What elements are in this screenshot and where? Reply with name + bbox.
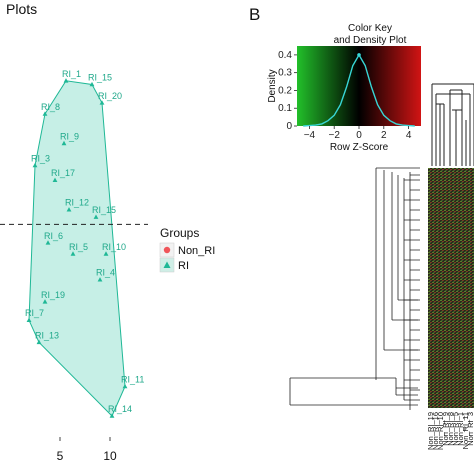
column-label-2: Non_RI_10 — [436, 412, 445, 450]
point-ri-8-3 — [42, 111, 48, 116]
legend-symbol-ri — [163, 261, 171, 268]
legend-label-non-ri: Non_RI — [178, 245, 215, 257]
point-ri-3-5 — [32, 162, 38, 168]
key-x-label: Row Z-Score — [330, 142, 389, 153]
point-label-11: RI_10 — [102, 242, 126, 252]
column-labels: Non_RI_19Non_RI_16Non_RI_10Non_RI_9Non_R… — [426, 412, 474, 450]
x-tick-label-0: 5 — [57, 449, 64, 463]
legend-label-ri: RI — [178, 260, 189, 272]
point-label-1: RI_15 — [88, 72, 112, 82]
point-label-14: RI_7 — [25, 308, 44, 318]
point-label-7: RI_12 — [65, 198, 89, 208]
point-label-4: RI_9 — [60, 131, 79, 141]
point-ri-1-0 — [63, 78, 69, 83]
key-x-tick-label-1: −2 — [328, 130, 340, 141]
point-label-17: RI_14 — [108, 404, 132, 414]
point-ri-5-10 — [70, 251, 76, 256]
column-label-8: Non_RI_3 — [466, 412, 474, 446]
column-dendrogram — [431, 83, 474, 166]
point-label-15: RI_13 — [35, 330, 59, 340]
key-x-tick-label-0: −4 — [304, 130, 316, 141]
key-x-tick-label-3: 2 — [381, 130, 387, 141]
point-ri-14-17 — [109, 413, 115, 418]
key-y-label: Density — [267, 69, 278, 102]
point-ri-6-9 — [45, 240, 51, 245]
point-label-12: RI_4 — [96, 268, 115, 278]
color-gradient — [297, 46, 421, 126]
point-ri-12-7 — [66, 207, 72, 212]
point-label-13: RI_19 — [41, 290, 65, 300]
point-ri-15-1 — [89, 81, 95, 87]
key-y-tick-label-1: 0.1 — [278, 103, 292, 114]
point-ri-4-12 — [97, 277, 103, 282]
point-ri-13-15 — [36, 339, 42, 345]
column-label-6: Non_RI_1 — [456, 412, 465, 446]
point-label-5: RI_3 — [31, 153, 50, 163]
point-ri-11-16 — [122, 383, 128, 389]
point-label-9: RI_6 — [44, 231, 63, 241]
key-y-ticks: 0 0.1 0.2 0.3 0.4 — [278, 50, 297, 132]
key-y-tick-label-3: 0.3 — [278, 68, 292, 79]
x-axis-ticks: 5 10 — [57, 437, 117, 463]
point-label-2: RI_20 — [98, 91, 122, 101]
point-ri-19-13 — [42, 299, 48, 304]
column-label-5: Non_RI_5 — [451, 412, 460, 446]
point-ri-10-11 — [103, 251, 109, 256]
column-label-7: Non_RI_11 — [461, 412, 470, 449]
legend-symbol-non-ri — [163, 246, 171, 254]
heatmap-panel: B Color Key and Density Plot −4 −2 0 2 4 0 0.… — [249, 5, 474, 450]
key-y-tick-label-4: 0.4 — [278, 50, 292, 61]
point-ri-17-6 — [52, 177, 58, 183]
column-label-1: Non_RI_16 — [431, 412, 440, 450]
pca-plot-panel: Plots RI_1 RI_15 RI_20 RI_8 RI_9 RI_3RI_17 RI_… — [0, 1, 215, 463]
key-x-tick-label-4: 4 — [406, 130, 412, 141]
legend-title: Groups — [160, 226, 199, 240]
key-x-tick-label-2: 0 — [356, 130, 362, 141]
legend: Groups Non_RI RI — [159, 226, 215, 273]
scatter-points: RI_1 RI_15RI_20RI_8RI_9RI_3RI_17RI_12RI_1… — [25, 69, 144, 418]
point-label-8: RI_15 — [92, 205, 116, 215]
column-label-3: Non_RI_9 — [441, 412, 450, 446]
color-key-title-line1: Color Key — [348, 23, 392, 34]
point-label-16: RI_11 — [121, 374, 144, 384]
row-dendrogram — [289, 167, 420, 410]
key-y-tick-label-0: 0 — [286, 121, 292, 132]
column-label-0: Non_RI_19 — [426, 412, 435, 450]
point-ri-9-4 — [61, 140, 67, 146]
point-label-3: RI_8 — [41, 102, 60, 112]
point-label-6: RI_17 — [51, 168, 75, 178]
heatmap-cells — [428, 168, 474, 408]
convex-hull — [28, 80, 126, 417]
color-key-title-line2: and Density Plot — [334, 35, 407, 46]
density-peak-marker — [357, 53, 361, 57]
point-label-10: RI_5 — [69, 242, 88, 252]
point-ri-20-2 — [99, 100, 105, 105]
color-key: Color Key and Density Plot −4 −2 0 2 4 00.10… — [267, 23, 421, 153]
point-ri-7-14 — [26, 317, 32, 322]
column-label-4: Non_RI_8 — [446, 412, 455, 446]
panel-b-letter: B — [249, 5, 260, 24]
point-label-0: RI_1 — [62, 69, 81, 79]
x-tick-label-1: 10 — [103, 449, 117, 463]
key-x-ticks: −4 −2 0 2 4 — [304, 126, 412, 141]
panel-a-title: Plots — [6, 1, 37, 17]
key-y-tick-label-2: 0.2 — [278, 85, 292, 96]
point-ri-15-8 — [93, 214, 99, 219]
